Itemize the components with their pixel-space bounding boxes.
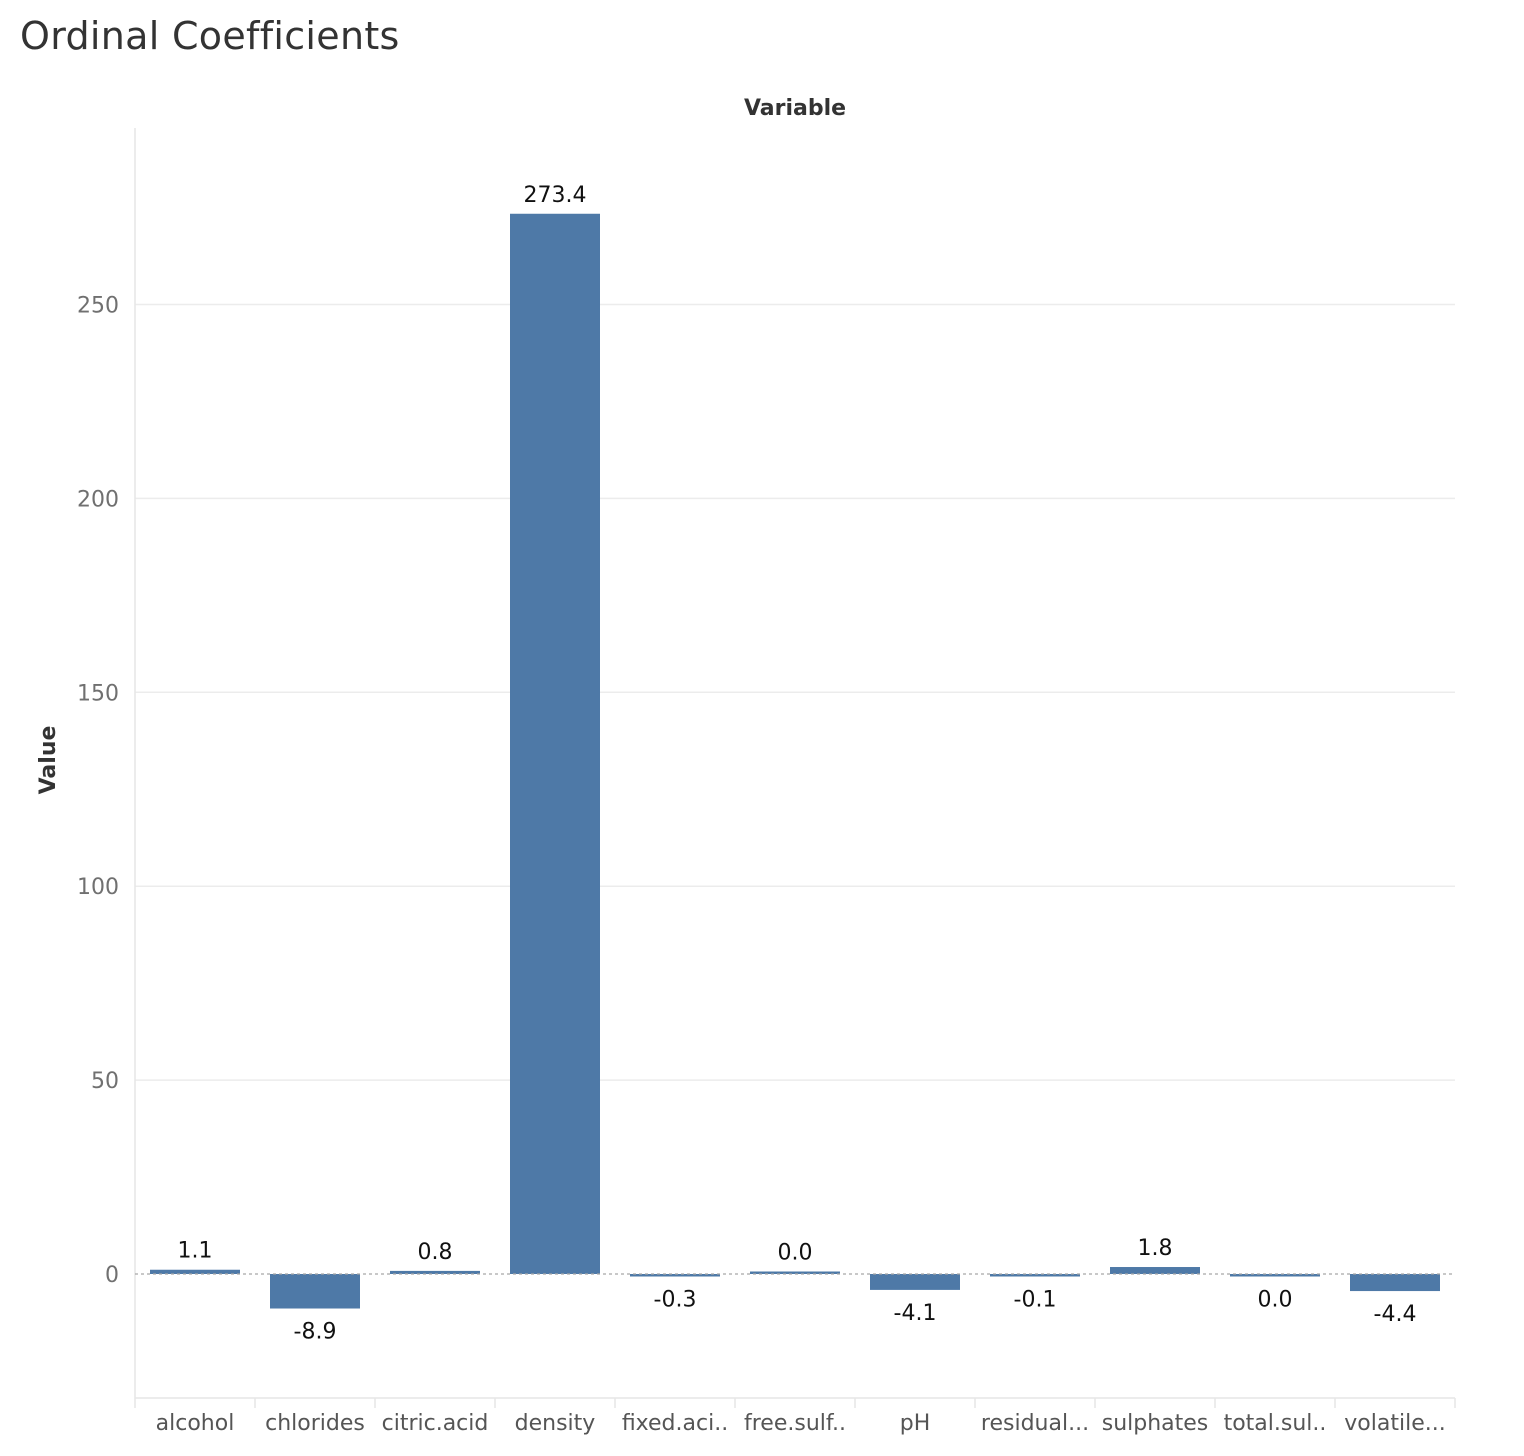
x-tick-label: sulphates [1102, 1411, 1209, 1436]
y-tick-label: 100 [77, 875, 119, 900]
data-label: 1.8 [1138, 1236, 1173, 1261]
chart-title: Ordinal Coefficients [20, 14, 400, 58]
x-tick-label: citric.acid [382, 1411, 489, 1436]
data-label: 0.8 [418, 1240, 453, 1265]
bar-freesulf[interactable] [750, 1271, 840, 1275]
x-tick-label: pH [900, 1411, 931, 1436]
bars [150, 213, 1440, 1309]
x-tick-labels: alcohol chlorides citric.acid density fixed.… [156, 1411, 1446, 1436]
bar-fixedaci[interactable] [630, 1274, 720, 1277]
x-tick-label: chlorides [265, 1411, 365, 1436]
gridlines [135, 303, 1455, 1081]
bar-ph[interactable] [870, 1274, 960, 1290]
x-tick-label: residual... [981, 1411, 1089, 1436]
bar-density[interactable] [510, 213, 600, 1275]
data-label: 273.4 [524, 183, 587, 208]
y-tick-label: 200 [77, 487, 119, 512]
bar-alcohol[interactable] [150, 1269, 240, 1274]
data-label: 0.0 [778, 1241, 813, 1266]
bar-citricacid[interactable] [390, 1270, 480, 1274]
data-label: -4.4 [1374, 1302, 1417, 1327]
data-label: -4.1 [894, 1301, 937, 1326]
x-tick-label: fixed.aci.. [622, 1411, 728, 1436]
x-tick-label: alcohol [156, 1411, 235, 1436]
bar-sulphates[interactable] [1110, 1267, 1200, 1274]
x-axis-title: Variable [744, 96, 846, 121]
data-label: 1.1 [178, 1239, 213, 1264]
data-label: 0.0 [1258, 1288, 1293, 1313]
y-tick-label: 0 [105, 1263, 119, 1288]
x-tick-label: volatile... [1344, 1411, 1445, 1436]
x-tick-label: total.sul.. [1224, 1411, 1327, 1436]
bar-volatile[interactable] [1350, 1274, 1440, 1292]
bar-totalsul[interactable] [1230, 1274, 1320, 1277]
data-label: -0.1 [1014, 1288, 1057, 1313]
y-tick-label: 250 [77, 294, 119, 319]
data-label: -0.3 [654, 1288, 697, 1313]
x-tick-label: free.sulf.. [744, 1411, 846, 1436]
data-labels: 1.1 -8.9 0.8 273.4 -0.3 0.0 -4.1 -0.1 1.8 0.0 -4.4 [178, 183, 1417, 1345]
y-axis-title: Value [36, 726, 61, 795]
axes: Variable Value [36, 96, 1456, 1408]
y-tick-labels: 0 50 100 150 200 250 [77, 294, 119, 1289]
bar-chlorides[interactable] [270, 1274, 360, 1309]
bar-residual[interactable] [990, 1274, 1080, 1277]
y-tick-label: 50 [91, 1069, 119, 1094]
data-label: -8.9 [294, 1320, 337, 1345]
x-tick-label: density [515, 1411, 596, 1436]
y-tick-label: 150 [77, 681, 119, 706]
